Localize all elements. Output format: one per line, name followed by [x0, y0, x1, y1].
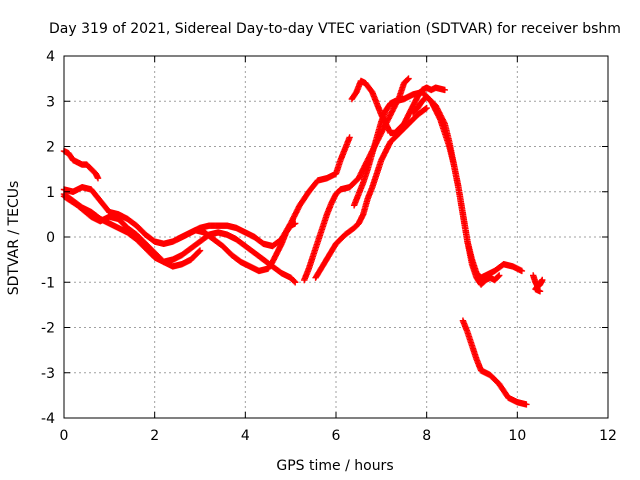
data-point: [292, 279, 299, 286]
y-tick-label: -4: [41, 411, 55, 427]
data-point: [292, 220, 299, 227]
x-tick-label: 10: [508, 428, 526, 444]
data-point: [405, 75, 412, 82]
series-track-5: [174, 220, 299, 275]
y-tick-label: 0: [46, 230, 55, 246]
series-track-11: [459, 317, 530, 408]
x-tick-label: 8: [422, 428, 431, 444]
series-track-1: [60, 147, 102, 182]
x-tick-label: 6: [332, 428, 341, 444]
data-point: [195, 248, 203, 255]
x-axis-label: GPS time / hours: [276, 458, 393, 474]
y-tick-label: 4: [46, 49, 55, 65]
data-point: [496, 272, 503, 279]
y-tick-label: 1: [46, 185, 55, 201]
data-series: [60, 75, 546, 408]
data-point: [536, 288, 544, 295]
x-tick-label: 0: [60, 428, 69, 444]
data-point: [422, 105, 429, 112]
data-point: [423, 104, 430, 112]
grid: [64, 56, 608, 418]
data-point: [441, 86, 448, 94]
data-point: [404, 76, 411, 83]
data-point: [94, 174, 102, 182]
y-tick-label: -3: [41, 366, 55, 382]
series-track-7: [312, 104, 430, 281]
x-tick-label: 2: [150, 428, 159, 444]
data-point: [196, 247, 204, 254]
x-tick-label: 4: [241, 428, 250, 444]
x-tick-label: 12: [599, 428, 617, 444]
y-tick-label: 2: [46, 140, 55, 156]
series-track-12: [530, 272, 546, 295]
chart-title: Day 319 of 2021, Sidereal Day-to-day VTE…: [49, 21, 621, 37]
data-point: [518, 267, 526, 275]
data-point: [291, 278, 298, 285]
y-tick-label: 3: [46, 94, 55, 110]
y-tick-label: -2: [41, 321, 55, 337]
series-track-2: [60, 134, 353, 250]
y-axis-label: SDTVAR / TECUs: [6, 181, 22, 296]
series-track-10: [409, 93, 526, 281]
data-point: [495, 273, 502, 280]
data-point: [346, 134, 353, 141]
series-track-8: [348, 77, 448, 137]
data-point: [523, 401, 530, 408]
y-tick-label: -1: [41, 275, 55, 291]
